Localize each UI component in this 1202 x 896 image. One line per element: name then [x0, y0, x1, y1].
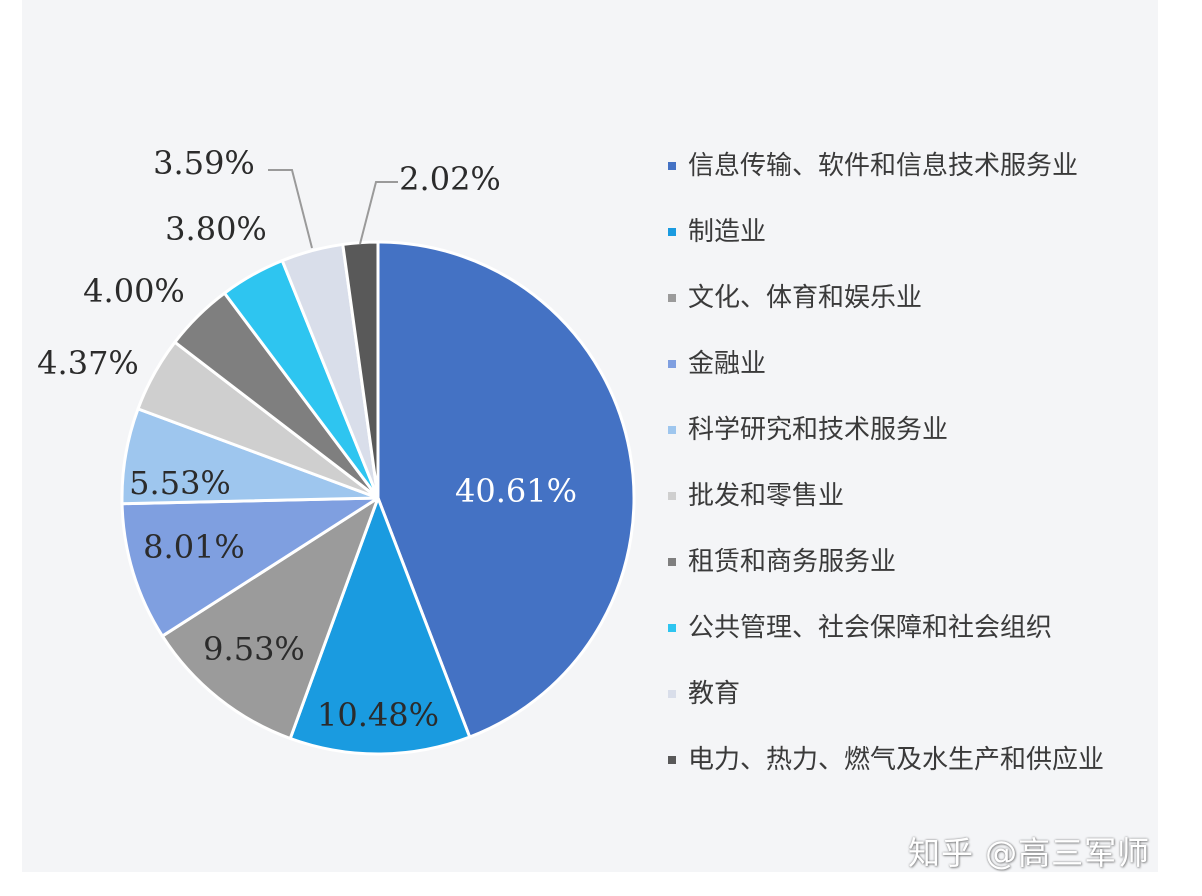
data-label: 8.01%: [143, 528, 245, 566]
pie-slice: [120, 496, 380, 638]
legend-item: 批发和零售业: [662, 478, 1162, 514]
pie-slice: [160, 496, 380, 740]
data-label: 10.48%: [317, 696, 439, 734]
pie-slice: [376, 240, 636, 739]
legend-item: 电力、热力、燃气及水生产和供应业: [662, 742, 1162, 778]
leader-line: [359, 181, 398, 245]
data-label: 5.53%: [129, 464, 231, 502]
legend-swatch: [668, 360, 676, 368]
watermark: 知乎 @高三军师: [908, 834, 1151, 872]
legend-item: 科学研究和技术服务业: [662, 412, 1162, 448]
legend-label: 文化、体育和娱乐业: [688, 283, 923, 313]
data-label: 3.59%: [153, 144, 255, 182]
legend-swatch: [668, 426, 676, 434]
data-label: 3.80%: [165, 210, 267, 248]
legend-label: 制造业: [688, 217, 767, 247]
legend-label: 租赁和商务服务业: [688, 547, 897, 577]
legend-swatch: [668, 228, 676, 236]
data-label: 9.53%: [203, 630, 305, 668]
legend-label: 公共管理、社会保障和社会组织: [688, 613, 1053, 643]
legend-swatch: [668, 492, 676, 500]
legend-label: 金融业: [688, 349, 767, 379]
legend-item: 公共管理、社会保障和社会组织: [662, 610, 1162, 646]
legend-item: 教育: [662, 676, 1162, 712]
legend-label: 教育: [688, 679, 741, 709]
legend-item: 制造业: [662, 214, 1162, 250]
legend-swatch: [668, 162, 676, 170]
legend-swatch: [668, 294, 676, 302]
legend-label: 电力、热力、燃气及水生产和供应业: [688, 745, 1105, 775]
legend-item: 文化、体育和娱乐业: [662, 280, 1162, 316]
legend-swatch: [668, 624, 676, 632]
data-label: 4.00%: [83, 272, 185, 310]
data-label: 2.02%: [399, 160, 501, 198]
data-label: 4.37%: [37, 344, 139, 382]
chart-legend: 信息传输、软件和信息技术服务业 制造业文化、体育和娱乐业 金融业科学研究和技术服务业…: [662, 148, 1162, 808]
legend-swatch: [668, 756, 676, 764]
data-label: 40.61%: [455, 472, 577, 510]
legend-label: 批发和零售业: [688, 481, 845, 511]
legend-item: 租赁和商务服务业: [662, 544, 1162, 580]
legend-item: 金融业: [662, 346, 1162, 382]
legend-swatch: [668, 690, 676, 698]
leader-line: [268, 169, 313, 249]
legend-label: 科学研究和技术服务业: [688, 415, 949, 445]
legend-label: 信息传输、软件和信息技术服务业: [688, 151, 1079, 181]
pie-slice: [288, 496, 472, 756]
legend-item: 信息传输、软件和信息技术服务业: [662, 148, 1162, 184]
legend-swatch: [668, 558, 676, 566]
